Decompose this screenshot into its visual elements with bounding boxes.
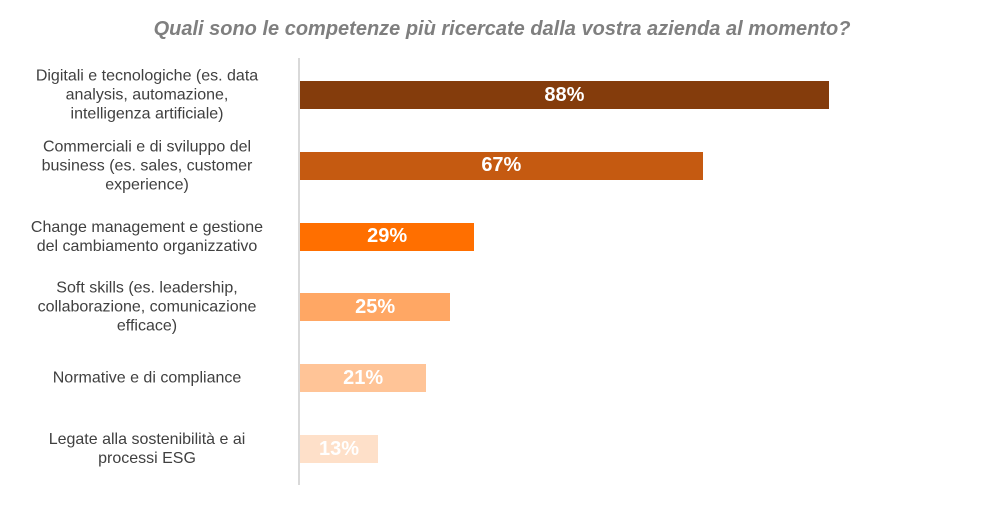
bar: 21%	[300, 364, 427, 393]
category-label: Legate alla sostenibilità e ai processi …	[48, 431, 246, 467]
category-label: Commerciali e di sviluppo del business (…	[41, 138, 253, 194]
chart-title: Quali sono le competenze più ricercate d…	[153, 18, 851, 40]
category-label: Digitali e tecnologiche (es. data analys…	[35, 67, 259, 123]
category-axis-line	[298, 58, 300, 485]
data-label: 21%	[343, 366, 384, 389]
data-label: 25%	[355, 295, 396, 318]
category-label: Soft skills (es. leadership, collaborazi…	[37, 279, 257, 335]
data-label: 88%	[544, 83, 585, 106]
bar: 88%	[300, 81, 829, 109]
bar: 29%	[300, 222, 475, 251]
bar: 25%	[300, 293, 451, 322]
data-label: 67%	[481, 154, 522, 177]
bar: 67%	[300, 151, 703, 180]
data-label: 29%	[367, 225, 408, 248]
data-label: 13%	[319, 437, 360, 460]
category-label: Normative e di compliance	[52, 369, 242, 387]
category-label: Change management e gestione del cambiam…	[30, 218, 264, 255]
bar: 13%	[300, 435, 379, 463]
